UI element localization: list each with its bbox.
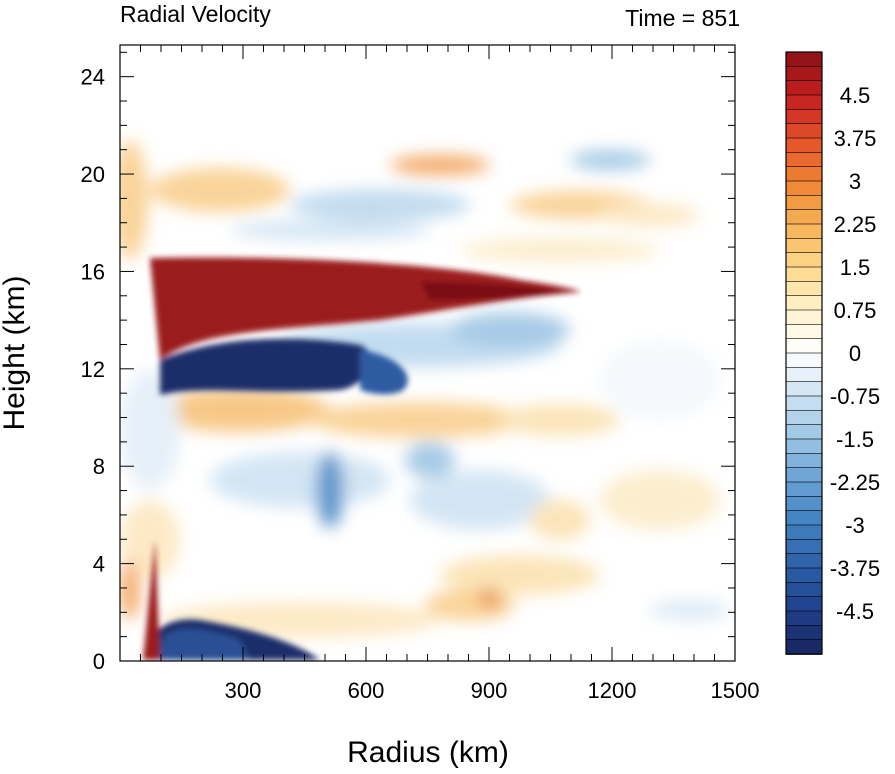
colorbar-box xyxy=(785,467,823,483)
colorbar-box xyxy=(785,424,823,440)
colorbar-box xyxy=(785,496,823,512)
colorbar-box xyxy=(785,123,823,139)
colorbar-box xyxy=(785,209,823,225)
colorbar-box xyxy=(785,51,823,68)
colorbar-box xyxy=(785,180,823,197)
colorbar-box xyxy=(785,223,823,240)
colorbar-box xyxy=(785,352,823,369)
colorbar-box xyxy=(785,252,823,268)
colorbar-tick-label: 0.75 xyxy=(834,298,877,323)
y-tick-label: 16 xyxy=(81,259,105,284)
colorbar-tick-label: 3.75 xyxy=(834,126,877,151)
colorbar-box xyxy=(785,395,823,412)
y-tick-label: 4 xyxy=(93,552,105,577)
colorbar-box xyxy=(785,539,823,555)
colorbar-box xyxy=(785,324,823,340)
colorbar-box xyxy=(785,596,823,612)
colorbar-box xyxy=(785,567,823,584)
colorbar-frame xyxy=(785,51,823,655)
colorbar-tick-label: -0.75 xyxy=(830,384,880,409)
colorbar-box xyxy=(785,381,823,397)
colorbar-box xyxy=(785,639,823,655)
time-label: Time = 851 xyxy=(625,5,740,31)
colorbar-box xyxy=(785,438,823,455)
colorbar-box xyxy=(785,553,823,569)
colorbar-box xyxy=(785,66,823,82)
colorbar-box xyxy=(785,410,823,426)
x-tick-label: 600 xyxy=(348,678,385,703)
x-tick-label: 1500 xyxy=(711,678,760,703)
y-tick-label: 24 xyxy=(81,65,105,90)
colorbar-box xyxy=(785,94,823,111)
colorbar-tick-label: -1.5 xyxy=(836,427,874,452)
y-tick-label: 8 xyxy=(93,454,105,479)
colorbar-box xyxy=(785,152,823,168)
colorbar-box xyxy=(785,453,823,469)
x-axis-label: Radius (km) xyxy=(347,736,509,769)
chart-title: Radial Velocity xyxy=(120,1,271,27)
colorbar-labels: 4.5 3.75 3 2.25 1.5 0.75 0 -0.75 -1.5 -2.25 -3 -3.7… xyxy=(830,83,880,624)
colorbar-box xyxy=(785,238,823,254)
colorbar-tick-label: 3 xyxy=(849,169,861,194)
y-tick-label: 12 xyxy=(81,357,105,382)
x-tick-label: 1200 xyxy=(588,678,637,703)
colorbar-box xyxy=(785,338,823,354)
colorbar-tick-label: 0 xyxy=(849,341,861,366)
colorbar-tick-label: -3 xyxy=(845,513,865,538)
colorbar-box xyxy=(785,295,823,311)
y-axis: 0 4 8 12 16 20 24 xyxy=(81,51,735,674)
colorbar-box xyxy=(785,309,823,326)
colorbar-tick-label: -2.25 xyxy=(830,470,880,495)
colorbar-box xyxy=(785,625,823,641)
x-axis: 300 600 900 1200 1500 xyxy=(140,45,760,703)
y-tick-label: 20 xyxy=(81,162,105,187)
colorbar-tick-label: 2.25 xyxy=(834,212,877,237)
colorbar-box xyxy=(785,510,823,526)
soft-field xyxy=(120,140,730,638)
colorbar-tick-label: -3.75 xyxy=(830,556,880,581)
y-tick-label: 0 xyxy=(93,649,105,674)
plot-area xyxy=(120,45,735,661)
colorbar-tick-label: 1.5 xyxy=(840,255,871,280)
colorbar-box xyxy=(785,80,823,96)
colorbar xyxy=(785,51,823,655)
colorbar-box xyxy=(785,137,823,154)
colorbar-box xyxy=(785,195,823,211)
colorbar-box xyxy=(785,109,823,125)
colorbar-box xyxy=(785,610,823,627)
y-axis-label: Height (km) xyxy=(0,275,31,430)
colorbar-tick-label: -4.5 xyxy=(836,599,874,624)
x-tick-label: 900 xyxy=(471,678,508,703)
colorbar-tick-label: 4.5 xyxy=(840,83,871,108)
x-tick-label: 300 xyxy=(225,678,262,703)
colorbar-box xyxy=(785,582,823,598)
strong-field xyxy=(143,257,580,660)
colorbar-box xyxy=(785,524,823,541)
colorbar-box xyxy=(785,166,823,182)
colorbar-box xyxy=(785,481,823,498)
colorbar-box xyxy=(785,266,823,283)
colorbar-box xyxy=(785,367,823,383)
colorbar-box xyxy=(785,281,823,297)
